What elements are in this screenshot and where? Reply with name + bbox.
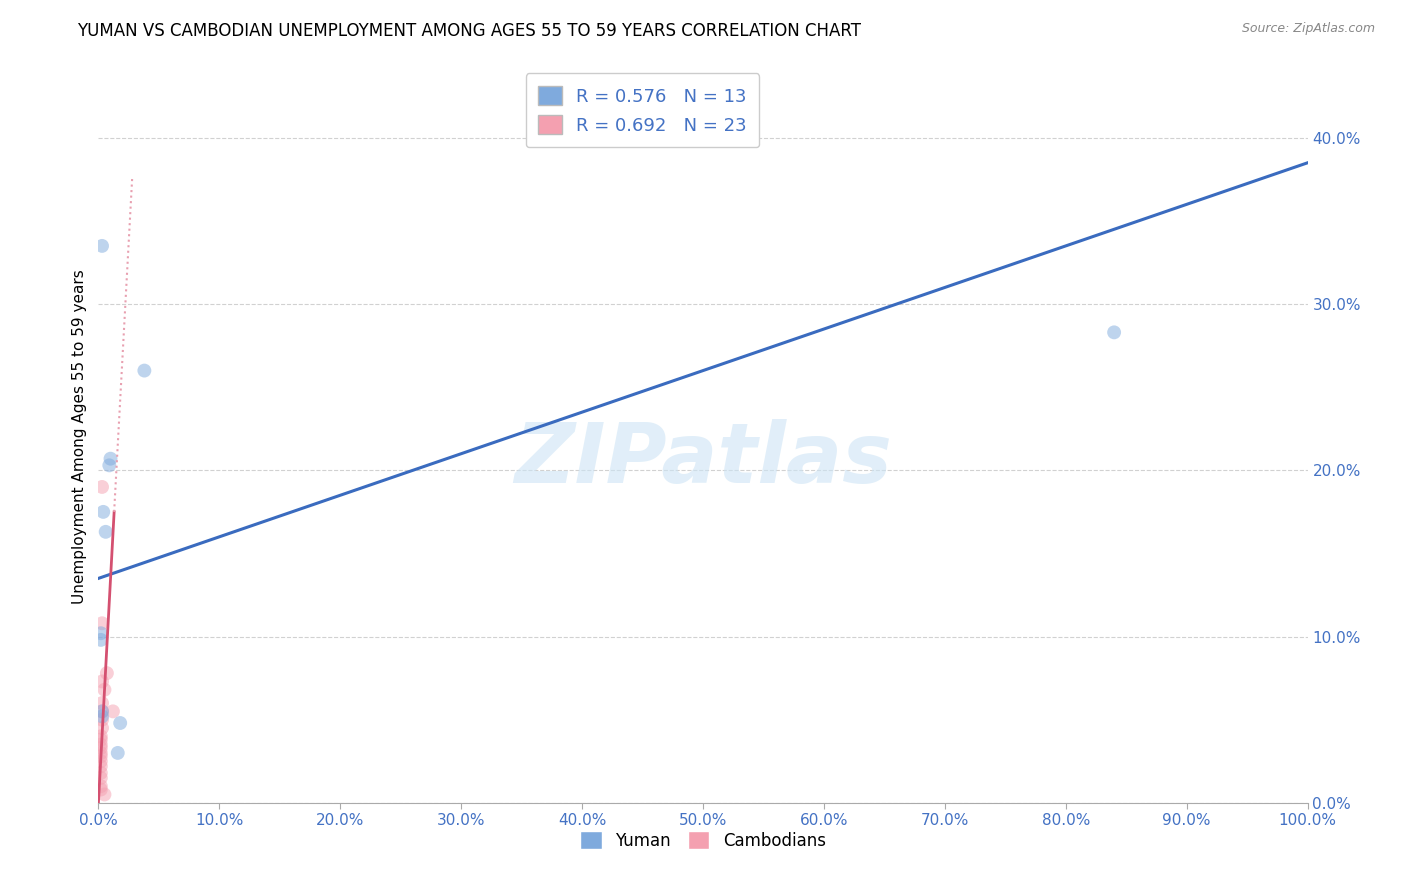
Text: YUMAN VS CAMBODIAN UNEMPLOYMENT AMONG AGES 55 TO 59 YEARS CORRELATION CHART: YUMAN VS CAMBODIAN UNEMPLOYMENT AMONG AG… [77,22,862,40]
Point [90,779,112,793]
Point [94,524,117,539]
Point [100,451,122,466]
Point [90,626,112,640]
Point [90,782,112,797]
Point [91,709,114,723]
Point [91,239,114,253]
Point [96,666,118,681]
Point [91,674,114,689]
Point [90,754,112,768]
Point [91,705,114,719]
Point [91,705,114,719]
Point [91,505,114,519]
Point [90,729,112,743]
Point [108,716,131,731]
Point [90,759,112,773]
Point [107,746,129,760]
Text: ZIPatlas: ZIPatlas [515,418,891,500]
Point [91,713,114,727]
Point [1102,326,1125,340]
Legend: Yuman, Cambodians: Yuman, Cambodians [574,824,832,856]
Point [90,732,112,747]
Point [91,480,114,494]
Point [90,771,112,785]
Point [93,788,115,802]
Point [90,632,112,647]
Point [101,705,124,719]
Point [90,738,112,752]
Point [90,765,112,780]
Y-axis label: Unemployment Among Ages 55 to 59 years: Unemployment Among Ages 55 to 59 years [72,269,87,605]
Point [91,616,114,631]
Point [90,740,112,755]
Point [98,458,121,473]
Point [93,682,115,697]
Point [91,696,114,710]
Point [91,721,114,735]
Text: Source: ZipAtlas.com: Source: ZipAtlas.com [1241,22,1375,36]
Point [134,363,156,377]
Point [90,746,112,760]
Point [90,749,112,764]
